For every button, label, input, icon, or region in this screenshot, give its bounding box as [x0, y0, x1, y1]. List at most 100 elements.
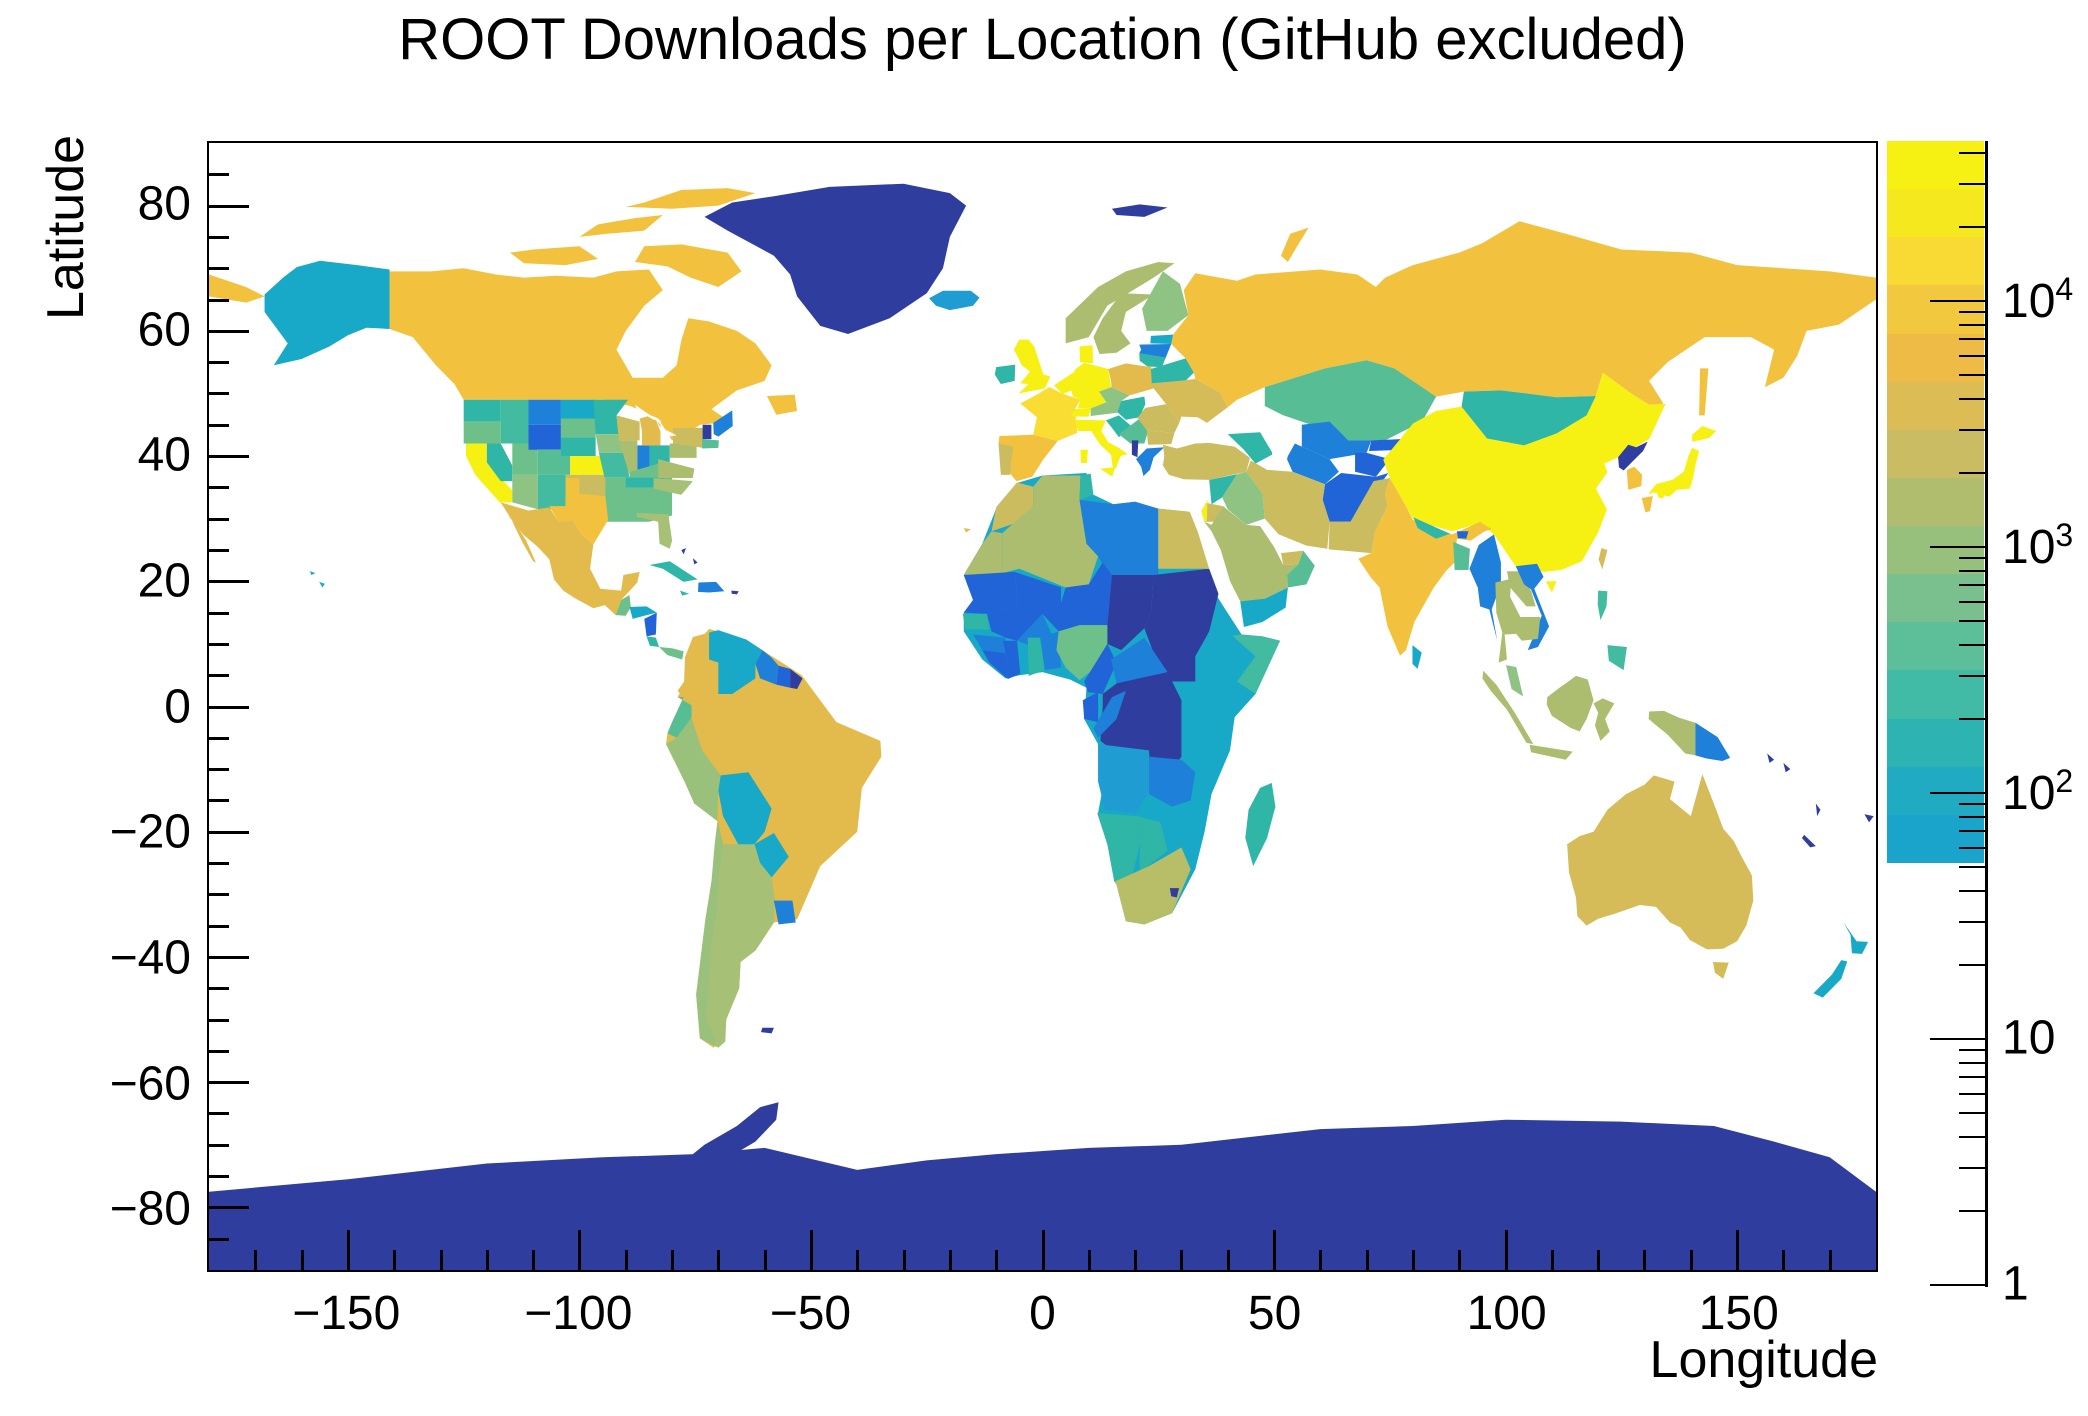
tick-mark: [763, 1250, 767, 1270]
region-indonesia: [1648, 710, 1696, 756]
tick-mark: [809, 1230, 813, 1270]
region-tajikistan: [1355, 452, 1390, 477]
region-us-fl: [636, 513, 673, 549]
tick-mark: [209, 736, 229, 740]
region-south-africa: [1114, 847, 1191, 925]
region-us-ks: [570, 456, 605, 475]
region-cameroon: [1084, 643, 1117, 694]
region-us-wa: [463, 399, 501, 422]
region-falklands: [760, 1027, 774, 1034]
region-mauritania: [963, 571, 1019, 614]
tick-mark: [209, 204, 249, 208]
region-us-wi: [616, 415, 640, 441]
tick-mark: [1504, 1230, 1508, 1270]
colorbar-segment: [1887, 381, 1984, 430]
region-hawaii: [319, 581, 325, 588]
tick-mark: [1041, 1230, 1045, 1270]
colorbar-segment: [1887, 429, 1984, 478]
tick-mark: [948, 1250, 952, 1270]
region-ukraine: [1151, 379, 1228, 423]
region-caucasus: [1227, 432, 1274, 464]
region-us-mo: [598, 452, 630, 478]
tick-mark: [1828, 1250, 1832, 1270]
region-slovenia-croatia: [1105, 415, 1131, 438]
region-laos: [1506, 571, 1536, 607]
tick-mark: [209, 486, 229, 490]
colorbar-tick: [1959, 815, 1985, 818]
region-algeria: [1002, 475, 1099, 588]
colorbar-tick: [1959, 471, 1985, 474]
tick-mark: [209, 548, 229, 552]
region-japan-kyushu: [1641, 496, 1653, 513]
region-congo: [1093, 690, 1126, 738]
tick-mark: [1273, 1230, 1277, 1270]
colorbar-scale-label: 102: [2002, 763, 2074, 820]
region-uruguay: [773, 900, 796, 925]
colorbar-tick: [1959, 920, 1985, 923]
region-austria: [1090, 400, 1122, 416]
region-ireland: [994, 364, 1016, 385]
region-canary: [963, 528, 971, 533]
region-fr-guiana: [790, 668, 803, 689]
region-png: [1695, 722, 1731, 761]
region-solomon: [1783, 762, 1791, 773]
region-peru: [666, 717, 721, 822]
region-guyana: [755, 650, 779, 685]
tick-mark: [578, 1230, 582, 1270]
region-botswana: [1137, 816, 1168, 873]
y-tick-label: 40: [137, 428, 191, 482]
region-us-mass: [702, 439, 719, 449]
region-canada: [766, 394, 798, 415]
x-tick-label: 50: [1247, 1287, 1302, 1340]
region-hawaii: [309, 571, 316, 576]
tick-mark: [209, 298, 229, 302]
region-yemen: [1240, 587, 1288, 627]
region-canada: [579, 215, 663, 237]
region-mali: [986, 571, 1062, 641]
region-vietnam: [1515, 563, 1550, 651]
colorbar-tick: [1959, 354, 1985, 357]
colorbar-tick: [1959, 803, 1985, 806]
region-us-sd: [560, 418, 596, 438]
region-us-or: [463, 421, 501, 444]
region-sudan: [1144, 568, 1219, 682]
region-japan: [1657, 492, 1666, 499]
tick-mark: [671, 1250, 675, 1270]
colorbar-segment: [1887, 670, 1984, 719]
y-tick-label: 20: [137, 554, 191, 608]
region-costa-rica: [646, 636, 660, 648]
tick-mark: [209, 173, 229, 177]
colorbar-tick: [1959, 889, 1985, 892]
region-russia: [1171, 221, 1876, 440]
colorbar-segment: [1887, 526, 1984, 575]
region-bahamas: [681, 548, 686, 555]
tick-mark: [209, 1143, 229, 1147]
y-tick-label: −20: [109, 805, 191, 859]
tick-mark: [300, 1250, 304, 1270]
region-morocco: [991, 482, 1034, 532]
tick-mark: [209, 1206, 249, 1210]
region-vanuatu: [1815, 803, 1821, 817]
x-tick-label: −50: [769, 1287, 852, 1340]
region-canada: [389, 268, 772, 441]
region-italy: [1080, 449, 1088, 463]
region-greece: [1136, 447, 1165, 477]
colorbar-tick: [1959, 182, 1985, 185]
colorbar-tick: [1959, 620, 1985, 623]
tick-mark: [209, 642, 229, 646]
region-denmark: [1079, 345, 1093, 364]
region-germany: [1070, 362, 1112, 409]
x-tick-label: −150: [292, 1287, 401, 1340]
tick-mark: [532, 1250, 536, 1270]
colorbar-tick: [1959, 1209, 1985, 1212]
region-indonesia: [1529, 744, 1573, 760]
region-philippines: [1607, 645, 1627, 671]
tick-mark: [209, 235, 229, 239]
region-portugal: [998, 443, 1014, 475]
colorbar-axis: [1985, 141, 1988, 1287]
region-mexico: [500, 502, 640, 616]
region-serbia-bosnia: [1118, 418, 1150, 444]
colorbar-tick: [1959, 963, 1985, 966]
region-new-caledonia: [1801, 834, 1816, 848]
region-chile: [696, 821, 724, 1048]
